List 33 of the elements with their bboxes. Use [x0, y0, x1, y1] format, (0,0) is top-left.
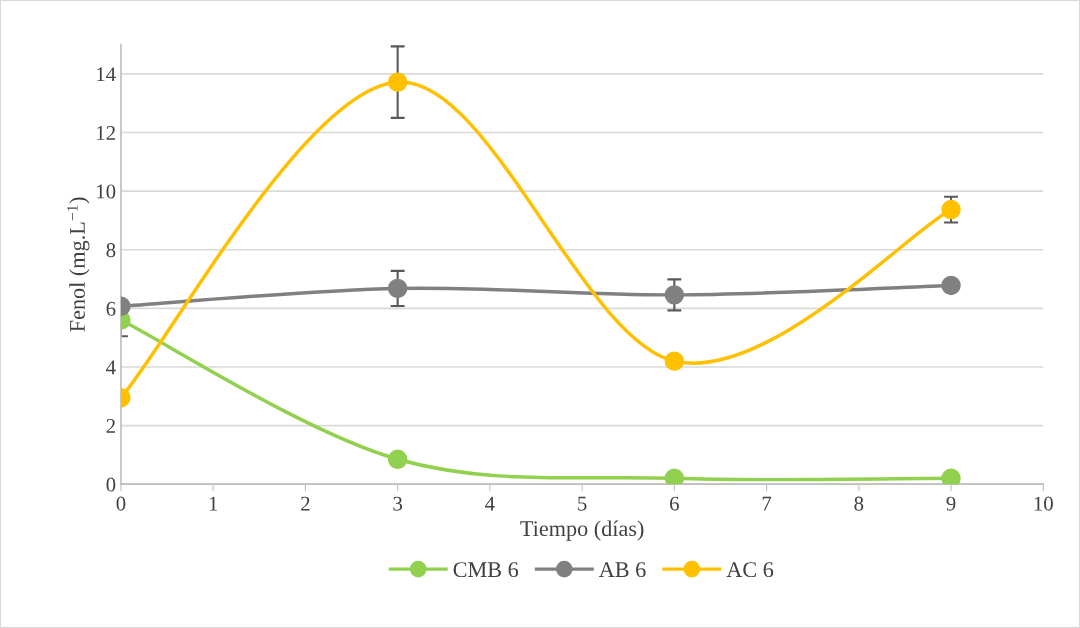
y-tick-label: 12 [97, 125, 115, 140]
y-tick-label: 0 [106, 477, 116, 492]
x-tick-label: 4 [485, 496, 495, 511]
legend-label: AC 6 [726, 562, 774, 578]
point [387, 278, 408, 299]
y-tick-label: 6 [106, 301, 116, 316]
x-tick-label: 3 [393, 496, 403, 511]
legend-label: AB 6 [598, 562, 646, 578]
x-tick-label: 2 [301, 496, 310, 511]
y-tick-label: 4 [106, 360, 116, 375]
point [941, 199, 961, 220]
y-tick-label: 10 [97, 184, 116, 199]
point [387, 72, 408, 92]
legend-label: CMB 6 [453, 562, 519, 578]
point [664, 468, 685, 485]
x-axis-title: Tiempo (días) [520, 520, 644, 541]
x-tick-label: 1 [209, 496, 218, 511]
point [664, 351, 685, 371]
point [941, 275, 961, 296]
y-axis-title: Fenol (mg.L$^{−1}$) [67, 197, 90, 332]
x-tick-label: 8 [854, 496, 864, 511]
x-tick-label: 9 [946, 496, 956, 511]
point [664, 285, 685, 305]
point [941, 468, 961, 485]
x-tick-label: 5 [578, 496, 587, 511]
y-tick-label: 14 [97, 67, 116, 82]
x-tick-label: 10 [1034, 496, 1053, 511]
y-tick-label: 2 [106, 419, 115, 433]
x-tick-label: 6 [670, 496, 679, 511]
x-tick-label: 0 [116, 496, 126, 511]
x-tick-label: 7 [762, 496, 772, 511]
point [387, 449, 408, 470]
y-tick-label: 8 [106, 243, 116, 258]
